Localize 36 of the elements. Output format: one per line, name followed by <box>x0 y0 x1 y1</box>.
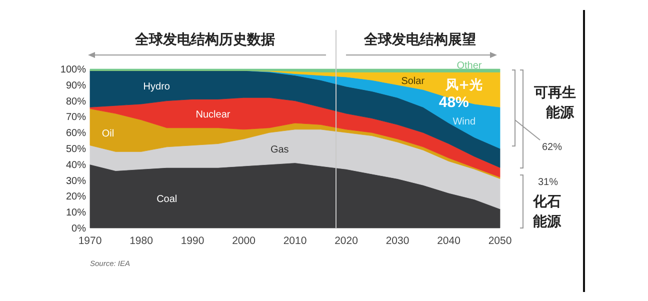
series-label: Coal <box>156 194 178 205</box>
series-label: Wind <box>452 116 476 128</box>
x-tick-label: 2010 <box>283 235 307 247</box>
y-tick-label: 30% <box>66 176 86 187</box>
text: 全球发电结构历史数据 <box>134 32 275 48</box>
y-tick-label: 50% <box>66 144 86 155</box>
x-tick-label: 2020 <box>334 235 358 247</box>
annotation: 风+光 <box>444 78 483 93</box>
y-tick-label: 80% <box>66 96 86 108</box>
y-tick-label: 70% <box>66 112 86 124</box>
y-tick-label: 0% <box>72 224 86 234</box>
series-label: Hydro <box>143 82 170 93</box>
y-tick-label: 90% <box>66 80 86 92</box>
x-tick-label: 1970 <box>78 235 102 247</box>
x-tick-label: 1990 <box>180 235 204 247</box>
y-tick-label: 40% <box>66 160 86 171</box>
y-tick-label: 10% <box>66 208 86 219</box>
x-tick-label: 1980 <box>130 235 154 247</box>
series-label: Other <box>456 60 482 72</box>
text: 化石能源 <box>532 194 562 230</box>
text: 31% <box>538 177 558 188</box>
series-label: Nuclear <box>196 110 231 121</box>
annotation: 48% <box>438 94 469 111</box>
text: 全球发电结构展望 <box>363 31 476 48</box>
x-tick-label: 2040 <box>437 235 461 247</box>
y-tick-label: 100% <box>60 64 86 76</box>
series-label: Solar <box>401 76 426 87</box>
text: 62% <box>542 142 562 153</box>
series-label: Oil <box>102 128 114 140</box>
x-tick-label: 2030 <box>386 235 410 247</box>
y-tick-label: 20% <box>66 192 86 203</box>
x-tick-label: 2050 <box>488 235 512 247</box>
series-label: Gas <box>270 144 289 156</box>
y-tick-label: 60% <box>66 128 86 140</box>
x-tick-label: 2000 <box>232 235 256 247</box>
text: 可再生能源 <box>533 85 576 121</box>
